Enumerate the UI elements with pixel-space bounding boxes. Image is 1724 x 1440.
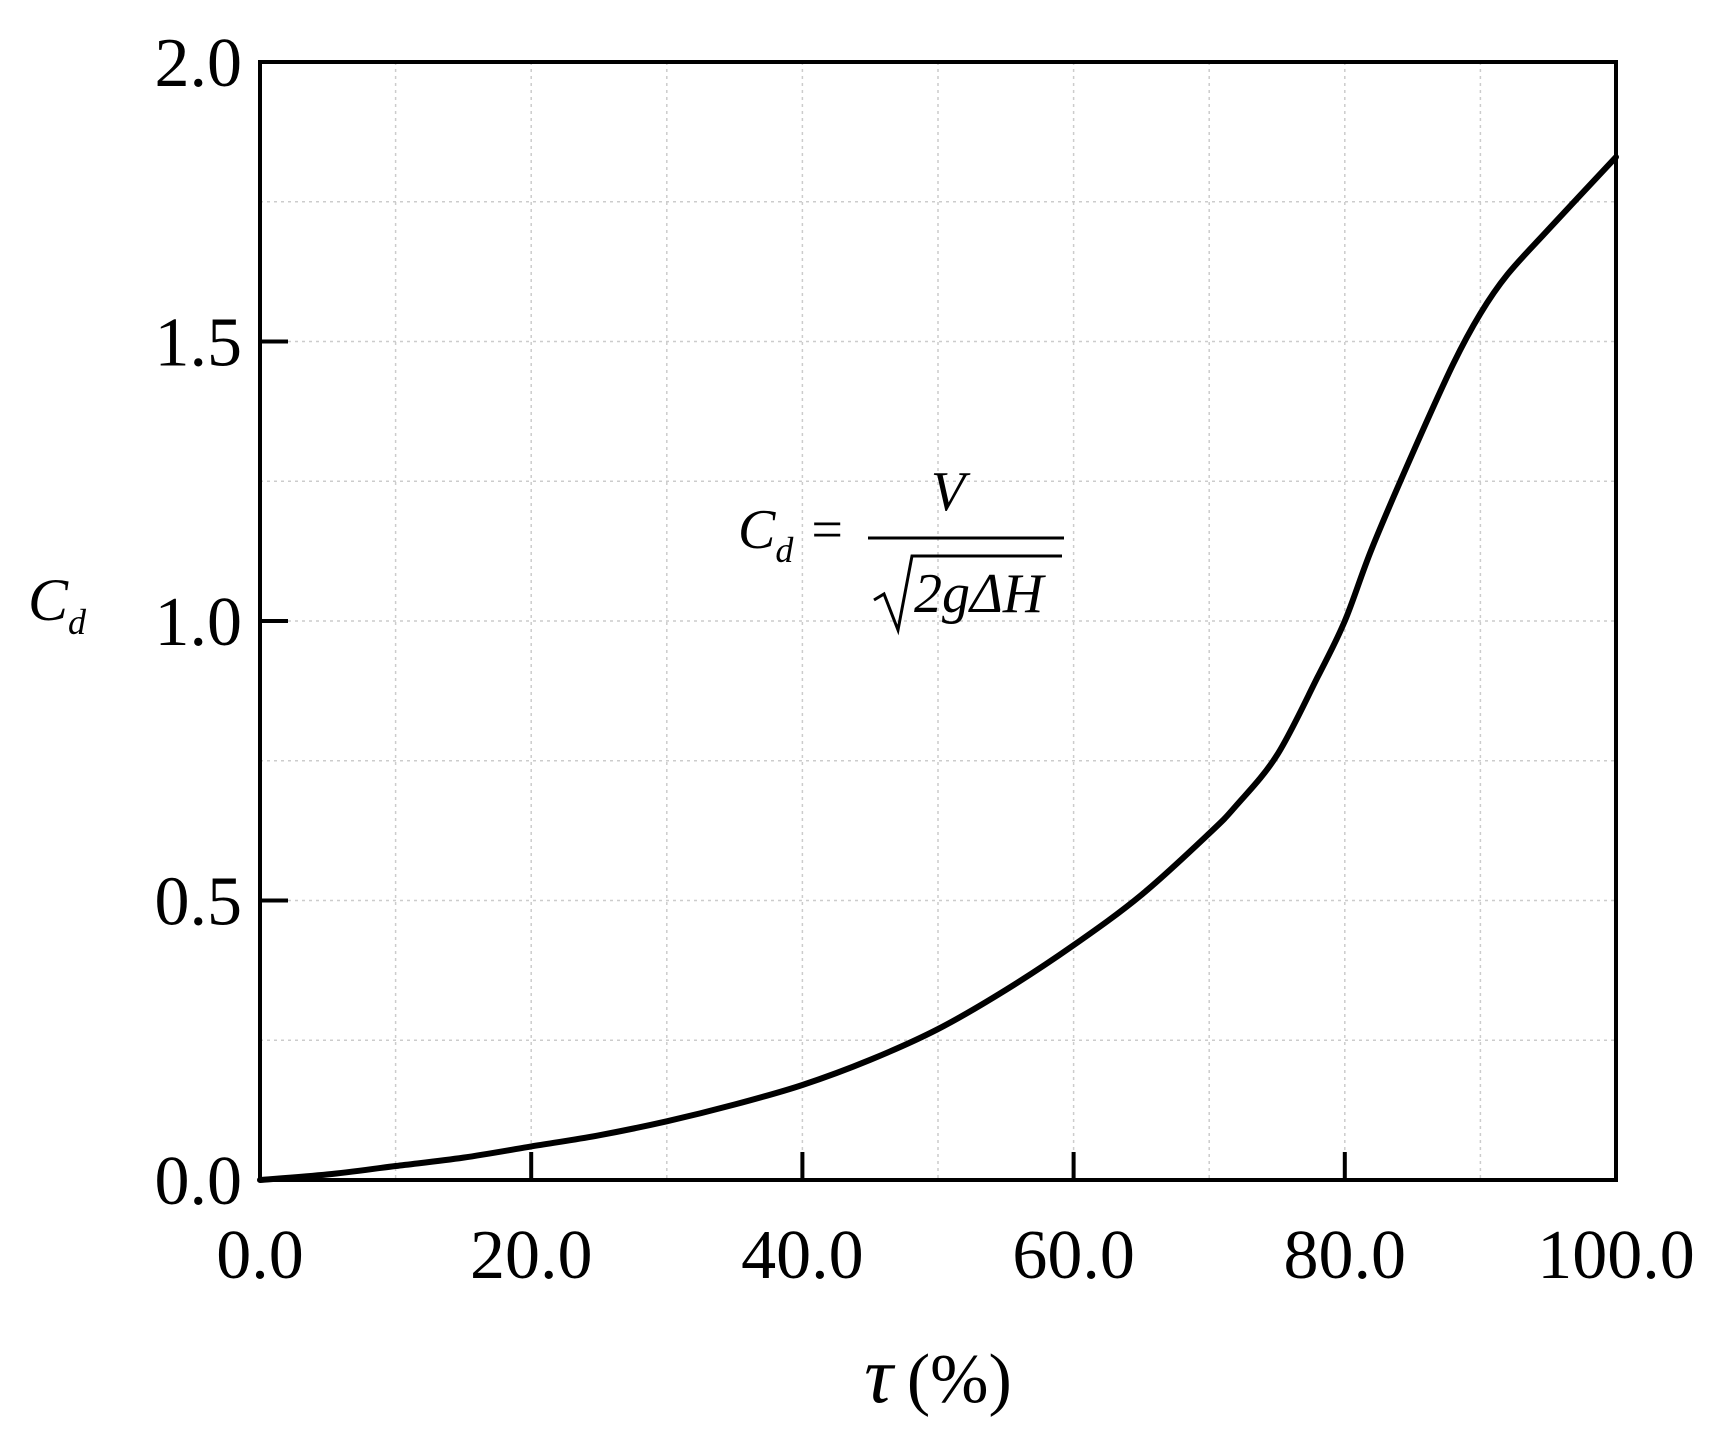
x-tick-label: 40.0	[741, 1217, 864, 1294]
formula-equals: =	[811, 499, 843, 561]
formula-numerator: V	[931, 461, 971, 523]
grid-lines	[260, 62, 1616, 1180]
x-tick-label: 100.0	[1537, 1217, 1695, 1294]
y-axis-subscript: d	[68, 602, 87, 642]
series-line	[257, 154, 1619, 1183]
formula-radical-sign	[873, 554, 1062, 636]
formula-denominator: 2gΔH	[914, 563, 1046, 625]
formula-lhs: C	[738, 499, 776, 561]
x-axis-unit: (%)	[907, 1341, 1012, 1418]
x-tick-label: 20.0	[470, 1217, 593, 1294]
svg-text:Cd=: Cd =	[738, 499, 843, 570]
y-tick-label: 1.5	[155, 305, 243, 382]
y-tick-label: 0.5	[155, 864, 243, 941]
y-tick-label: 1.0	[155, 584, 243, 661]
formula-annotation: Cd = V 2gΔH	[738, 461, 1064, 636]
y-tick-label: 2.0	[155, 25, 243, 102]
x-axis-title: τ (%)	[864, 1332, 1012, 1420]
formula-lhs-subscript: d	[775, 530, 794, 570]
y-axis-title: Cd	[28, 567, 87, 642]
x-tick-label: 60.0	[1012, 1217, 1135, 1294]
x-tick-label: 0.0	[216, 1217, 304, 1294]
x-tick-labels: 0.0 20.0 40.0 60.0 80.0 100.0	[216, 1217, 1695, 1294]
x-tick-label: 80.0	[1284, 1217, 1407, 1294]
x-axis-symbol: τ	[864, 1332, 896, 1420]
y-axis-symbol: C	[28, 567, 69, 633]
y-tick-label: 0.0	[155, 1143, 243, 1220]
y-tick-labels: 0.0 0.5 1.0 1.5 2.0	[155, 25, 243, 1220]
plot-frame	[258, 60, 1618, 1182]
